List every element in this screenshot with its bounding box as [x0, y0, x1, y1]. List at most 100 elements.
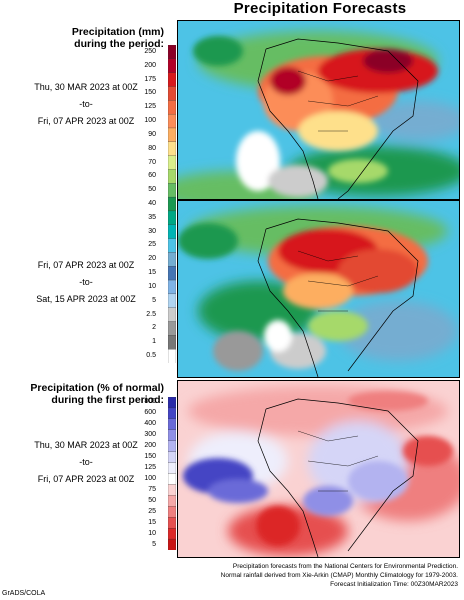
colorbar-tick-label: 40 — [148, 200, 156, 207]
colorbar-tick-label: 20 — [148, 255, 156, 263]
period1-sep: -to- — [79, 99, 93, 109]
colorbar-tick-label: 250 — [144, 47, 156, 55]
colorbar-tick-label: 100 — [144, 117, 156, 125]
colorbar-swatch — [168, 527, 176, 540]
colorbar-tick-label: 15 — [148, 518, 156, 526]
percent-normal-map — [177, 380, 460, 558]
south-america-outline — [257, 38, 419, 199]
period2-start: Fri, 07 APR 2023 at 00Z — [37, 260, 135, 270]
colorbar-swatch — [168, 517, 176, 529]
period3-end: Fri, 07 APR 2023 at 00Z — [37, 474, 135, 484]
colorbar-swatch — [168, 266, 176, 281]
period1-end: Fri, 07 APR 2023 at 00Z — [37, 116, 135, 126]
colorbar-tick-label: 300 — [144, 431, 156, 439]
colorbar-tick-label: 125 — [144, 103, 156, 111]
colorbar-tick-label: 50 — [148, 496, 156, 504]
period2-sep: -to- — [79, 277, 93, 287]
footer-line2: Normal rainfall derived from Xie-Arkin (… — [220, 572, 458, 579]
colorbar-tick-label: 60 — [148, 172, 156, 180]
precip-heading-line2: during the period: — [74, 38, 164, 50]
colorbar-swatch — [168, 86, 176, 101]
colorbar-swatch — [168, 169, 176, 184]
colorbar-tick-label: 2 — [152, 324, 156, 332]
period1-label: Thu, 30 MAR 2023 at 00Z -to- Fri, 07 APR… — [0, 82, 172, 127]
colorbar-swatch — [168, 484, 176, 497]
colorbar-swatch — [168, 183, 176, 198]
colorbar-swatch — [168, 196, 176, 212]
colorbar-tick-label: 600 — [144, 409, 156, 417]
precip-map-week1 — [177, 20, 460, 200]
colorbar-tick-label: 125 — [144, 464, 156, 472]
colorbar-swatch — [168, 224, 176, 240]
colorbar-tick-label: 150 — [144, 453, 156, 461]
colorbar-swatch — [168, 506, 176, 518]
colorbar-tick-label: 200 — [144, 61, 156, 69]
colorbar-tick-label: 90 — [148, 130, 156, 138]
colorbar-swatch — [168, 429, 176, 442]
period1-start: Thu, 30 MAR 2023 at 00Z — [34, 82, 138, 92]
precip-map-week2 — [177, 200, 460, 378]
period3-label: Thu, 30 MAR 2023 at 00Z -to- Fri, 07 APR… — [0, 440, 172, 485]
colorbar-swatch — [168, 473, 176, 486]
colorbar-tick-label: 35 — [148, 213, 156, 221]
colorbar-swatch — [168, 293, 176, 309]
colorbar-swatch — [168, 238, 176, 254]
colorbar-swatch — [168, 72, 176, 88]
colorbar-swatch — [168, 279, 176, 295]
colorbar-swatch — [168, 155, 176, 171]
colorbar-swatch — [168, 335, 176, 350]
colorbar-swatch — [168, 58, 176, 74]
colorbar-tick-label: 15 — [148, 269, 156, 277]
footer-notes: Precipitation forecasts from the Nationa… — [150, 562, 464, 589]
colorbar-swatch — [168, 349, 176, 363]
footer-line1: Precipitation forecasts from the Nationa… — [232, 563, 458, 570]
colorbar-swatch — [168, 210, 176, 226]
colorbar-swatch — [168, 45, 176, 60]
colorbar-swatch — [168, 113, 176, 129]
colorbar-tick-label: 75 — [148, 485, 156, 493]
colorbar-tick-label: 1 — [152, 338, 156, 346]
colorbar-tick-label: 80 — [148, 144, 156, 152]
footer-line3: Forecast Initialization Time: 00Z30MAR20… — [330, 581, 458, 588]
colorbar-tick-label: 150 — [144, 89, 156, 97]
colorbar-swatch — [168, 127, 176, 143]
colorbar-tick-label: 2.5 — [146, 310, 156, 318]
colorbar-swatch — [168, 307, 176, 323]
colorbar-swatch — [168, 451, 176, 464]
normal-heading-line2: during the first period: — [51, 394, 164, 406]
colorbar-tick-label: 175 — [144, 75, 156, 83]
colorbar-tick-label: 0.5 — [146, 352, 156, 360]
colorbar-swatch — [168, 100, 176, 115]
colorbar-tick-label: 10 — [148, 282, 156, 290]
colorbar-swatch — [168, 418, 176, 431]
normal-heading-line1: Precipitation (% of normal) — [30, 382, 164, 394]
colorbar-tick-label: 25 — [148, 241, 156, 249]
colorbar-tick-label: 70 — [148, 158, 156, 166]
precip-heading: Precipitation (mm) during the period: — [0, 26, 172, 50]
colorbar-swatch — [168, 407, 176, 420]
period2-end: Sat, 15 APR 2023 at 00Z — [36, 294, 136, 304]
precip-heading-line1: Precipitation (mm) — [71, 26, 164, 38]
colorbar-swatch — [168, 141, 176, 157]
colorbar-tick-label: 400 — [144, 420, 156, 428]
colorbar-swatch — [168, 252, 176, 267]
credit-text: GrADS/COLA — [2, 590, 46, 597]
colorbar-tick-label: 800 — [144, 398, 156, 406]
page-title: Precipitation Forecasts — [233, 0, 407, 17]
colorbar-tick-label: 25 — [148, 507, 156, 515]
colorbar-tick-label: 5 — [152, 296, 156, 304]
precip-colorbar — [168, 45, 176, 363]
colorbar-tick-label: 100 — [144, 474, 156, 482]
colorbar-swatch — [168, 495, 176, 507]
normal-heading: Precipitation (% of normal) during the f… — [0, 382, 172, 406]
period3-sep: -to- — [79, 457, 93, 467]
colorbar-swatch — [168, 321, 176, 336]
colorbar-swatch — [168, 397, 176, 409]
colorbar-swatch — [168, 538, 176, 550]
period3-start: Thu, 30 MAR 2023 at 00Z — [34, 440, 138, 450]
normal-colorbar — [168, 397, 176, 550]
colorbar-tick-label: 50 — [148, 186, 156, 194]
colorbar-tick-label: 30 — [148, 227, 156, 235]
colorbar-tick-label: 200 — [144, 442, 156, 450]
period2-label: Fri, 07 APR 2023 at 00Z -to- Sat, 15 APR… — [0, 260, 172, 305]
